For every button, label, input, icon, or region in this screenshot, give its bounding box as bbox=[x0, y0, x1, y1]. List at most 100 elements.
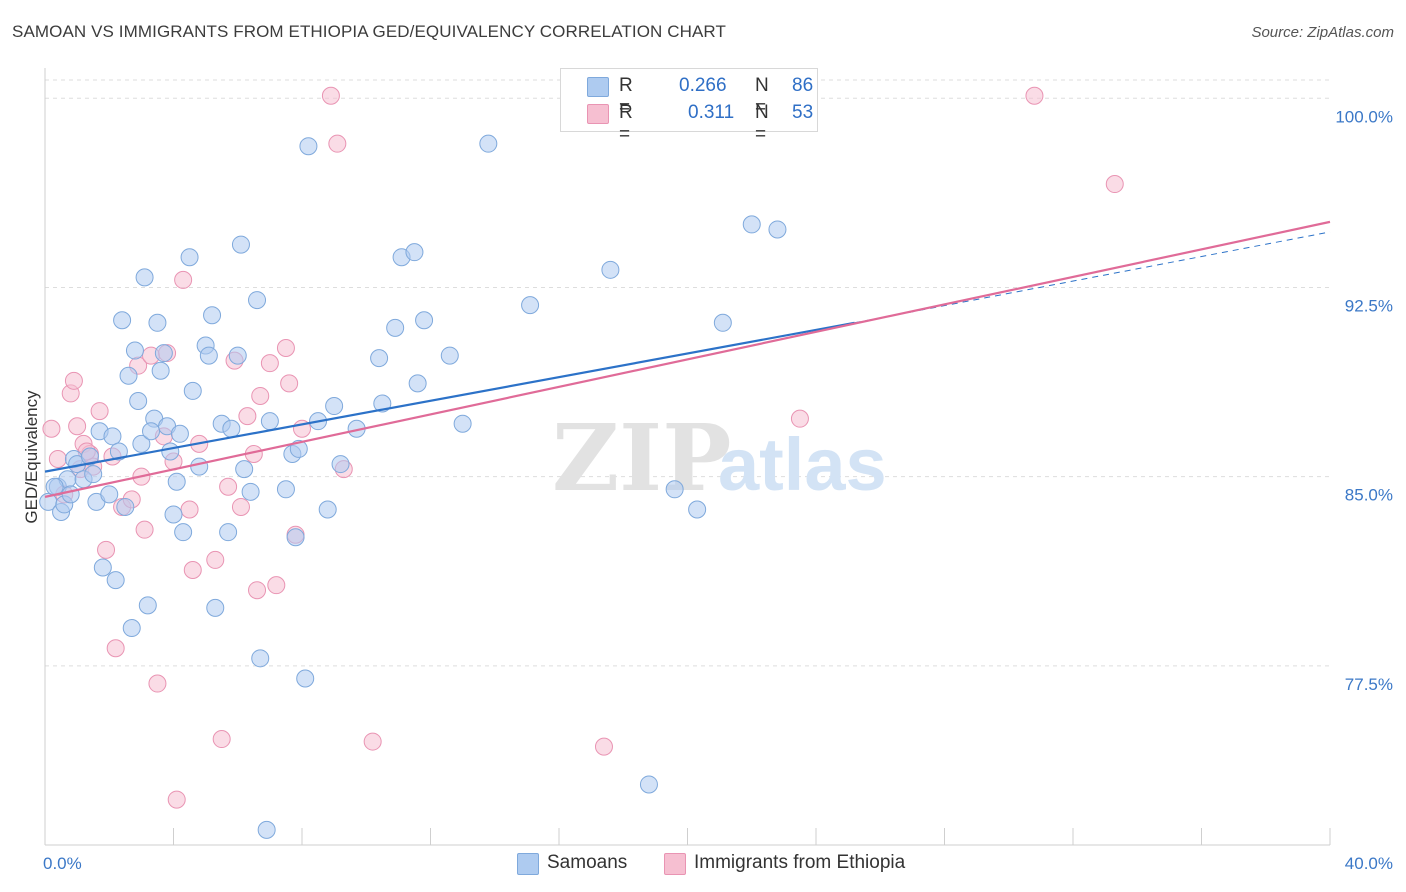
tick-labels: 77.5% 85.0% 92.5% 100.0% 0.0% 40.0% bbox=[43, 107, 1393, 873]
samoan-point bbox=[479, 134, 498, 153]
legend-r-value: 0.266 bbox=[679, 75, 727, 96]
ethiopia-point bbox=[206, 550, 225, 569]
legend-r-value: 0.311 bbox=[688, 102, 735, 123]
samoan-point bbox=[415, 311, 434, 330]
y-tick-label: 85.0% bbox=[1345, 486, 1393, 505]
watermark-atlas: atlas bbox=[718, 423, 887, 506]
samoan-point bbox=[154, 344, 173, 363]
samoan-point bbox=[688, 500, 707, 519]
legend-swatch-blue bbox=[587, 77, 609, 97]
stats-legend: R = 0.266 N = 86 R = 0.311 N = 53 bbox=[560, 68, 818, 145]
samoan-point bbox=[331, 455, 350, 474]
samoan-point bbox=[122, 619, 141, 638]
samoan-point bbox=[299, 137, 318, 156]
samoan-point bbox=[103, 427, 122, 446]
samoan-point bbox=[174, 523, 193, 542]
ethiopia-point bbox=[212, 730, 231, 749]
samoan-point bbox=[665, 480, 684, 499]
samoan-point bbox=[222, 419, 241, 438]
samoan-point bbox=[80, 447, 99, 466]
samoan-point bbox=[386, 318, 405, 337]
samoan-point bbox=[116, 497, 135, 516]
samoan-point bbox=[251, 649, 270, 668]
samoan-point bbox=[190, 457, 209, 476]
x-tick-label: 0.0% bbox=[43, 854, 82, 873]
samoan-point bbox=[167, 472, 186, 491]
ethiopia-point bbox=[321, 86, 340, 105]
x-tick-label: 40.0% bbox=[1345, 854, 1393, 873]
samoan-point bbox=[742, 215, 761, 234]
y-tick-label: 100.0% bbox=[1335, 107, 1393, 126]
ethiopia-point bbox=[90, 402, 109, 421]
ethiopia-point bbox=[219, 477, 238, 496]
samoan-point bbox=[206, 598, 225, 617]
ethiopia-point bbox=[328, 134, 347, 153]
bottom-legend-label: Immigrants from Ethiopia bbox=[694, 852, 906, 873]
samoan-point bbox=[296, 669, 315, 688]
bottom-legend-label: Samoans bbox=[547, 852, 628, 873]
samoan-points bbox=[39, 134, 787, 839]
samoan-point bbox=[148, 313, 167, 332]
legend-r-label: R = bbox=[619, 102, 633, 145]
ethiopia-point bbox=[1105, 175, 1124, 194]
samoan-point bbox=[113, 311, 132, 330]
samoan-point bbox=[241, 482, 260, 501]
samoan-point bbox=[318, 500, 337, 519]
ethiopia-point bbox=[148, 674, 167, 693]
samoan-point bbox=[639, 775, 658, 794]
samoan-point bbox=[180, 248, 199, 267]
samoan-point bbox=[161, 442, 180, 461]
ethiopia-point bbox=[1025, 86, 1044, 105]
samoan-point bbox=[713, 313, 732, 332]
trend-lines bbox=[44, 220, 1331, 498]
samoan-point bbox=[183, 381, 202, 400]
legend-n-value: 53 bbox=[792, 102, 814, 123]
samoan-point bbox=[135, 268, 154, 287]
ethiopia-point bbox=[363, 732, 382, 751]
ethiopia-point bbox=[48, 450, 67, 469]
samoan-point bbox=[405, 243, 424, 262]
samoan-point bbox=[106, 571, 125, 590]
ethiopia-trend-line bbox=[44, 220, 1331, 498]
samoan-point bbox=[440, 346, 459, 365]
samoan-point bbox=[228, 346, 247, 365]
legend-n-label: N = bbox=[755, 102, 769, 145]
ethiopia-point bbox=[280, 374, 299, 393]
ethiopia-point bbox=[64, 371, 83, 390]
ethiopia-point bbox=[42, 419, 61, 438]
bottom-legend-swatch-pink bbox=[664, 853, 686, 875]
ethiopia-point bbox=[231, 497, 250, 516]
samoan-point bbox=[289, 439, 308, 458]
watermark-zip: ZIP bbox=[552, 404, 731, 512]
samoan-point bbox=[164, 505, 183, 524]
ethiopia-point bbox=[97, 540, 116, 559]
ethiopia-point bbox=[68, 417, 87, 436]
legend-r-label: R = bbox=[619, 75, 633, 118]
samoan-point bbox=[453, 414, 472, 433]
ethiopia-point bbox=[260, 354, 279, 373]
chart-title: SAMOAN VS IMMIGRANTS FROM ETHIOPIA GED/E… bbox=[12, 22, 726, 41]
samoan-point bbox=[119, 366, 138, 385]
ethiopia-point bbox=[251, 386, 270, 405]
samoan-point bbox=[325, 397, 344, 416]
ethiopia-point bbox=[248, 581, 267, 600]
y-axis-label: GED/Equivalency bbox=[22, 390, 41, 524]
samoan-point bbox=[129, 392, 148, 410]
samoan-trend-line bbox=[44, 321, 855, 473]
samoan-point bbox=[370, 349, 389, 368]
source-credit: Source: ZipAtlas.com bbox=[1251, 24, 1394, 41]
ethiopia-point bbox=[267, 576, 286, 595]
samoan-point bbox=[100, 485, 119, 504]
samoan-point bbox=[231, 235, 250, 254]
legend-n-label: N = bbox=[755, 75, 769, 118]
samoan-point bbox=[61, 485, 80, 504]
ethiopia-point bbox=[790, 409, 809, 428]
ethiopia-point bbox=[276, 339, 295, 358]
samoan-point bbox=[248, 291, 267, 310]
samoan-point bbox=[260, 412, 279, 431]
bottom-legend-swatch-blue bbox=[517, 853, 539, 875]
legend-n-value: 86 bbox=[792, 75, 814, 96]
samoan-point bbox=[219, 523, 238, 542]
samoan-point bbox=[142, 422, 161, 441]
ethiopia-point bbox=[183, 561, 202, 580]
